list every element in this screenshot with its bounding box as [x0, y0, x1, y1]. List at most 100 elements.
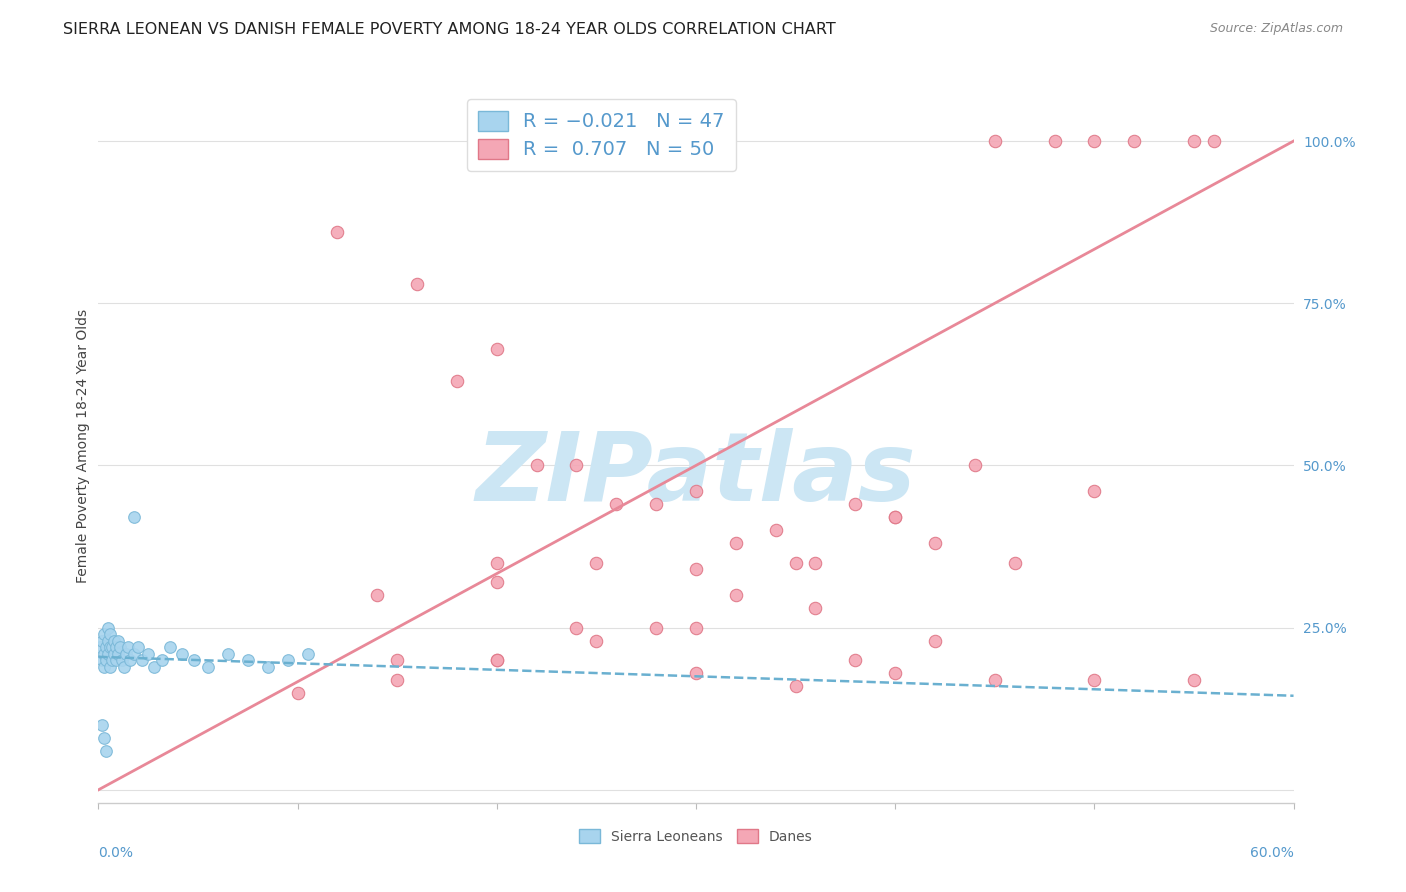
Point — [143, 659, 166, 673]
Point — [565, 458, 588, 473]
Point — [485, 575, 508, 590]
Point — [115, 647, 138, 661]
Point — [884, 510, 907, 524]
Point — [884, 666, 907, 681]
Point — [183, 653, 205, 667]
Point — [1083, 134, 1105, 148]
Point — [1182, 134, 1205, 148]
Point — [103, 633, 125, 648]
Point — [565, 621, 588, 635]
Point — [1004, 556, 1026, 570]
Point — [124, 510, 146, 524]
Point — [96, 640, 118, 654]
Text: 0.0%: 0.0% — [98, 846, 134, 860]
Point — [277, 653, 299, 667]
Point — [984, 673, 1007, 687]
Point — [485, 653, 508, 667]
Point — [93, 659, 115, 673]
Point — [297, 647, 319, 661]
Point — [93, 647, 115, 661]
Point — [150, 653, 173, 667]
Point — [485, 342, 508, 356]
Point — [105, 640, 128, 654]
Point — [105, 653, 128, 667]
Point — [924, 633, 946, 648]
Text: ZIPatlas: ZIPatlas — [475, 428, 917, 521]
Point — [1083, 484, 1105, 499]
Point — [98, 659, 122, 673]
Point — [485, 556, 508, 570]
Point — [91, 653, 114, 667]
Point — [101, 640, 124, 654]
Point — [136, 647, 159, 661]
Point — [256, 659, 278, 673]
Point — [785, 679, 807, 693]
Point — [98, 627, 122, 641]
Point — [97, 647, 120, 661]
Point — [585, 556, 607, 570]
Point — [93, 731, 115, 745]
Point — [91, 633, 114, 648]
Text: SIERRA LEONEAN VS DANISH FEMALE POVERTY AMONG 18-24 YEAR OLDS CORRELATION CHART: SIERRA LEONEAN VS DANISH FEMALE POVERTY … — [63, 22, 837, 37]
Point — [884, 510, 907, 524]
Point — [127, 640, 149, 654]
Point — [485, 653, 508, 667]
Point — [963, 458, 986, 473]
Point — [406, 277, 429, 291]
Point — [785, 556, 807, 570]
Y-axis label: Female Poverty Among 18-24 Year Olds: Female Poverty Among 18-24 Year Olds — [76, 309, 90, 583]
Point — [120, 653, 142, 667]
Point — [804, 601, 827, 615]
Point — [446, 374, 468, 388]
Point — [131, 653, 153, 667]
Point — [585, 633, 607, 648]
Point — [112, 659, 135, 673]
Point — [366, 588, 388, 602]
Point — [110, 640, 132, 654]
Point — [685, 621, 707, 635]
Point — [724, 536, 747, 550]
Point — [326, 225, 349, 239]
Point — [91, 718, 114, 732]
Point — [117, 640, 139, 654]
Text: Source: ZipAtlas.com: Source: ZipAtlas.com — [1209, 22, 1343, 36]
Point — [107, 647, 129, 661]
Point — [159, 640, 181, 654]
Point — [101, 653, 124, 667]
Point — [1043, 134, 1066, 148]
Point — [1202, 134, 1225, 148]
Point — [685, 484, 707, 499]
Point — [103, 647, 125, 661]
Point — [804, 556, 827, 570]
Point — [724, 588, 747, 602]
Point — [685, 562, 707, 576]
Point — [98, 640, 122, 654]
Point — [526, 458, 548, 473]
Point — [236, 653, 259, 667]
Point — [385, 653, 409, 667]
Point — [97, 621, 120, 635]
Point — [93, 627, 115, 641]
Legend: Sierra Leoneans, Danes: Sierra Leoneans, Danes — [574, 823, 818, 849]
Point — [96, 744, 118, 758]
Point — [197, 659, 219, 673]
Point — [844, 653, 866, 667]
Point — [984, 134, 1007, 148]
Point — [1123, 134, 1146, 148]
Point — [645, 621, 668, 635]
Point — [685, 666, 707, 681]
Point — [385, 673, 409, 687]
Point — [97, 633, 120, 648]
Point — [89, 640, 111, 654]
Point — [217, 647, 239, 661]
Point — [124, 647, 146, 661]
Point — [172, 647, 194, 661]
Point — [96, 653, 118, 667]
Point — [765, 524, 787, 538]
Point — [111, 653, 134, 667]
Text: 60.0%: 60.0% — [1250, 846, 1294, 860]
Point — [1083, 673, 1105, 687]
Point — [605, 497, 627, 511]
Point — [645, 497, 668, 511]
Point — [107, 633, 129, 648]
